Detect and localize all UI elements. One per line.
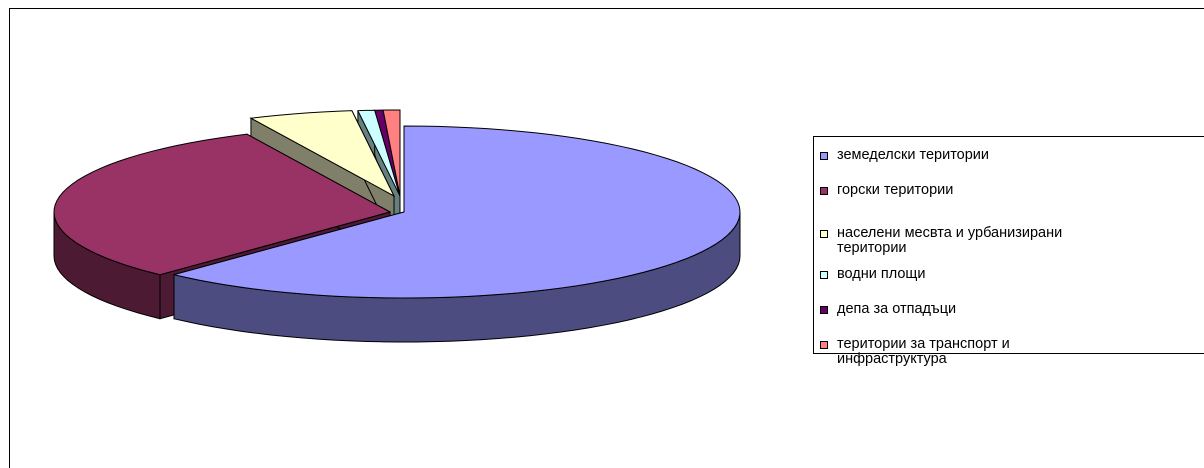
legend-item: водни площи — [820, 267, 1200, 282]
legend-item: депа за отпадъци — [820, 302, 1200, 317]
pie-slice — [173, 125, 741, 299]
pie-slice — [53, 133, 392, 276]
legend-item: горски територии — [820, 183, 1200, 198]
legend-label: водни площи — [837, 266, 926, 282]
legend-item: населени месвта и урбанизирани територии — [820, 226, 1200, 256]
chart-frame — [9, 8, 1204, 468]
legend-swatch — [820, 271, 828, 279]
pie-chart — [53, 109, 741, 343]
pie-tops — [53, 109, 741, 299]
legend-item: земеделски територии — [820, 148, 1200, 163]
legend-label: територии за транспорт и инфраструктура — [837, 336, 1010, 367]
legend-label: депа за отпадъци — [837, 301, 957, 317]
legend-swatch — [820, 152, 828, 160]
pie-slice — [249, 110, 396, 198]
legend-swatch — [820, 230, 828, 238]
legend-swatch — [820, 306, 828, 314]
legend-swatch — [820, 341, 828, 349]
legend-swatch — [820, 187, 828, 195]
legend-item: територии за транспорт и инфраструктура — [820, 337, 1200, 367]
legend-label: земеделски територии — [837, 147, 990, 163]
legend-label: горски територии — [837, 182, 954, 198]
chart-legend: земеделски територии горски територии на… — [813, 136, 1204, 367]
legend-label: населени месвта и урбанизирани територии — [837, 225, 1063, 256]
pie-slice — [382, 109, 401, 197]
